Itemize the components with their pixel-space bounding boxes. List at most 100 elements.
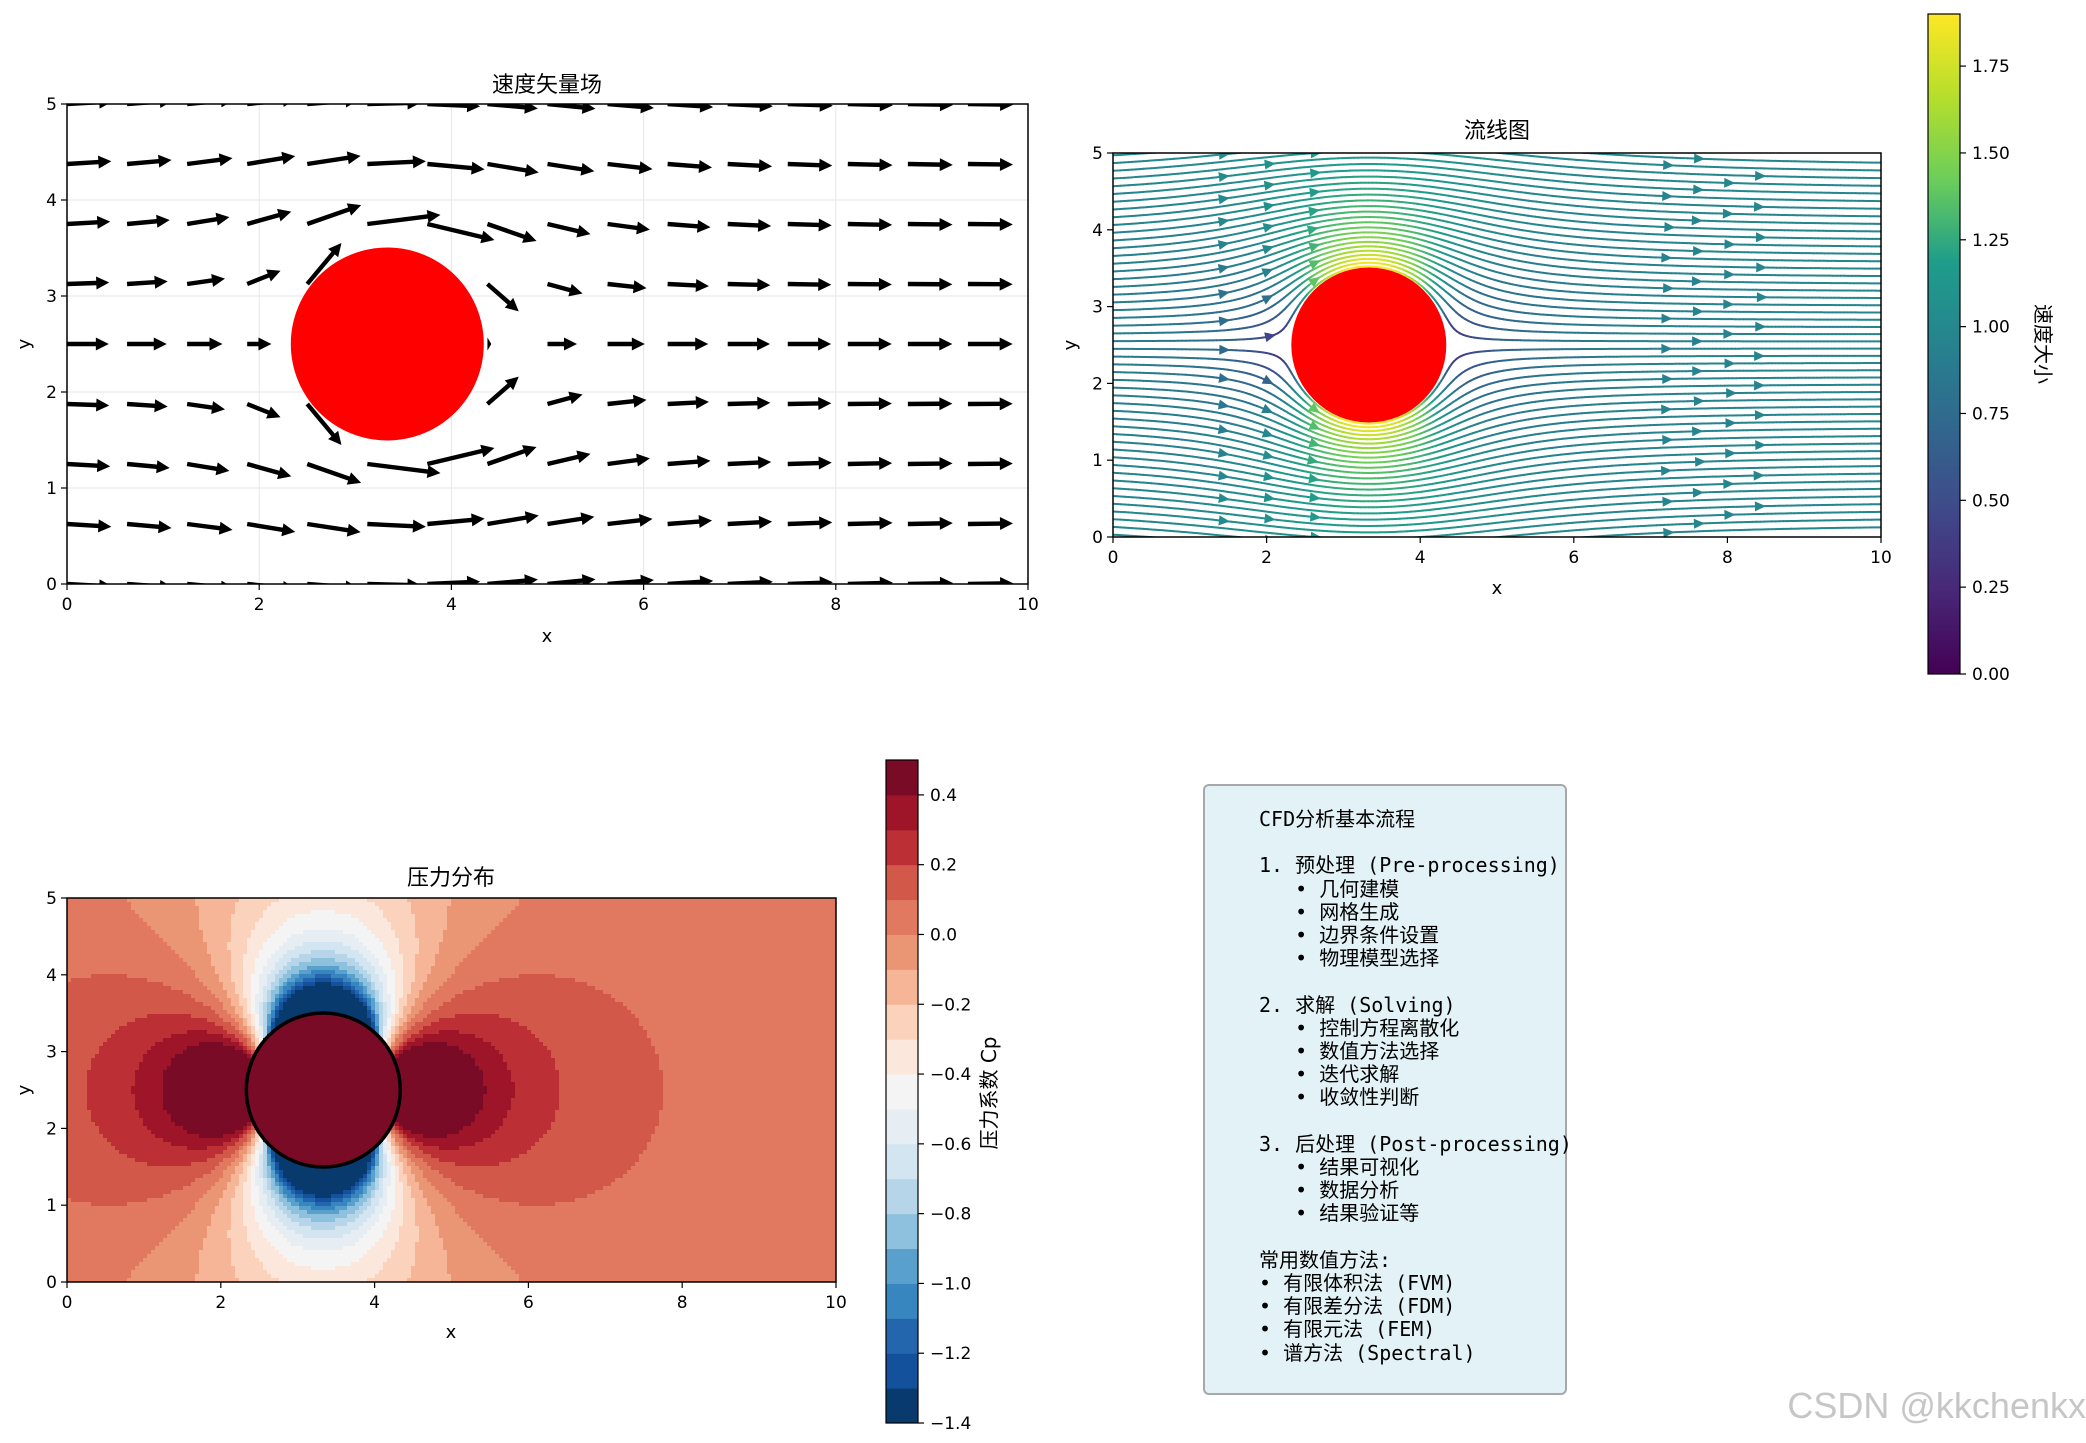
velocity-arrow <box>727 278 771 292</box>
streamline-arrow <box>1309 511 1322 522</box>
velocity-arrow <box>186 580 234 584</box>
streamline-arrow <box>1663 527 1675 537</box>
streamline-arrow <box>1264 513 1276 524</box>
velocity-arrow <box>186 461 230 476</box>
quiver-xlabel: x <box>542 626 553 647</box>
velocity-arrow <box>547 574 596 584</box>
streamline-arrow <box>1754 410 1766 421</box>
velocity-arrow <box>667 515 713 529</box>
streamline-arrow <box>1218 493 1230 504</box>
velocity-arrow <box>907 158 953 172</box>
quiver-xtick-label: 8 <box>830 595 841 615</box>
quiver-xtick-label: 0 <box>62 595 73 615</box>
velocity-arrow <box>667 337 709 351</box>
velocity-arrow <box>126 460 170 474</box>
velocity-arrow <box>186 104 234 108</box>
velocity-arrow <box>186 274 225 287</box>
velocity-arrow <box>485 376 519 406</box>
velocity-arrow <box>307 104 359 108</box>
streamline-arrow <box>1261 428 1274 438</box>
velocity-arrow <box>67 579 113 584</box>
streamline-arrow <box>1262 450 1275 460</box>
streamline-arrow <box>1755 440 1767 451</box>
velocity-arrow <box>727 575 773 584</box>
velocity-arrow <box>547 161 595 176</box>
velocity-arrow <box>727 456 772 470</box>
velocity-arrow <box>246 581 296 584</box>
velocity-arrow <box>967 397 1013 411</box>
velocity-arrow <box>1027 397 1028 411</box>
velocity-arrow <box>787 456 832 470</box>
velocity-arrow <box>246 401 281 419</box>
quiver-frame <box>66 103 1029 585</box>
velocity-arrow <box>306 203 362 227</box>
quiver-arrows <box>67 104 1028 584</box>
velocity-arrow <box>246 269 281 287</box>
quiver-ytick-label: 0 <box>46 575 57 595</box>
quiver-panel: 速度矢量场 0 2 4 6 8 10 0 1 2 3 4 5 x y <box>14 73 1039 647</box>
velocity-arrow <box>246 151 296 167</box>
streamline-arrow <box>1753 470 1765 481</box>
velocity-arrow <box>907 277 953 291</box>
streamline-arrow <box>1218 470 1230 481</box>
velocity-arrow <box>907 337 953 351</box>
streamlines <box>1113 153 1881 549</box>
velocity-arrow <box>667 219 711 233</box>
velocity-arrow <box>306 151 361 167</box>
streamline-arrow <box>1726 388 1738 399</box>
velocity-arrow <box>305 402 342 445</box>
velocity-arrow <box>546 391 583 407</box>
streamline-arrow <box>1217 399 1230 410</box>
quiver-ytick-label: 4 <box>46 191 57 211</box>
velocity-arrow <box>487 104 538 114</box>
velocity-arrow <box>787 278 832 292</box>
velocity-arrow <box>847 397 892 411</box>
streamline-arrow <box>1219 538 1231 549</box>
streamline-arrow <box>1693 518 1705 529</box>
velocity-arrow <box>427 104 481 113</box>
velocity-arrow <box>847 218 893 232</box>
velocity-arrow <box>187 337 223 351</box>
velocity-arrow <box>486 221 537 243</box>
velocity-arrow <box>787 218 832 232</box>
velocity-arrow <box>367 461 441 478</box>
velocity-arrow <box>607 394 647 408</box>
velocity-arrow <box>367 519 426 533</box>
velocity-arrow <box>847 277 892 291</box>
velocity-arrow <box>667 455 711 469</box>
velocity-arrow <box>667 396 709 410</box>
velocity-arrow <box>126 275 168 289</box>
velocity-arrow <box>546 450 591 467</box>
velocity-arrow <box>306 521 361 537</box>
velocity-arrow <box>907 217 953 231</box>
streamline-arrow <box>1754 501 1766 512</box>
velocity-arrow <box>427 513 485 527</box>
streamline-arrow <box>1692 487 1704 498</box>
streamline-arrow <box>1217 447 1230 458</box>
velocity-arrow <box>307 580 359 584</box>
quiver-xtick-label: 2 <box>254 595 265 615</box>
streamline-arrow <box>1217 424 1230 435</box>
velocity-arrow <box>67 104 113 109</box>
velocity-arrow <box>607 280 647 294</box>
velocity-arrow <box>1027 457 1028 471</box>
velocity-arrow <box>967 337 1013 351</box>
quiver-ytick-label: 3 <box>46 287 57 307</box>
velocity-arrow <box>246 208 292 227</box>
velocity-arrow <box>67 155 112 169</box>
velocity-arrow <box>126 104 173 109</box>
velocity-arrow <box>787 576 833 584</box>
streamline-arrow <box>1662 435 1674 446</box>
velocity-arrow <box>1027 277 1028 291</box>
velocity-arrow <box>67 276 110 290</box>
velocity-arrow <box>607 337 645 351</box>
quiver-title: 速度矢量场 <box>492 73 602 98</box>
velocity-arrow <box>727 396 771 410</box>
velocity-arrow <box>1027 517 1028 531</box>
quiver-ytick-label: 5 <box>46 95 57 115</box>
velocity-arrow <box>607 104 654 114</box>
velocity-arrow <box>787 104 833 112</box>
streamline-arrow <box>1695 456 1707 467</box>
velocity-arrow <box>126 520 172 534</box>
streamline-arrow <box>1725 448 1737 459</box>
